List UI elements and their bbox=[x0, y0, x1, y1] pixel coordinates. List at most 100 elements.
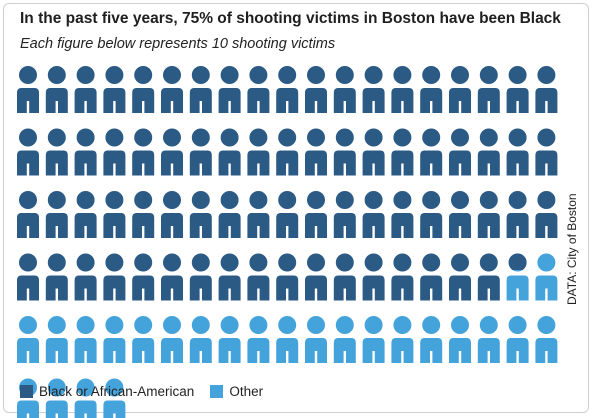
person-icon-black bbox=[449, 128, 471, 176]
person-icon-black bbox=[276, 128, 299, 176]
person-icon-black bbox=[420, 66, 443, 113]
person-icon-black bbox=[74, 128, 97, 176]
legend: Black or African-American Other bbox=[20, 382, 279, 400]
person-icon-black bbox=[420, 128, 443, 176]
person-icon-black bbox=[247, 66, 270, 113]
person-icon-other bbox=[305, 316, 327, 363]
person-icon-black bbox=[305, 191, 327, 238]
person-icon-other bbox=[535, 253, 558, 301]
person-icon-black bbox=[132, 253, 155, 301]
person-icon-black bbox=[391, 253, 414, 301]
person-icon-black bbox=[333, 253, 356, 301]
person-icon-other bbox=[420, 316, 443, 363]
person-icon-black bbox=[45, 66, 68, 113]
person-icon-other bbox=[103, 316, 126, 363]
person-icon-other bbox=[276, 316, 299, 363]
person-icon-black bbox=[218, 128, 241, 176]
person-icon-black bbox=[247, 128, 270, 176]
person-icon-other bbox=[132, 316, 155, 363]
person-icon-black bbox=[276, 66, 299, 113]
person-icon-black bbox=[103, 253, 126, 301]
person-icon-black bbox=[535, 191, 558, 238]
person-icon-black bbox=[132, 191, 155, 238]
person-icon-black bbox=[161, 66, 183, 113]
person-icon-other bbox=[45, 378, 68, 418]
person-icon-black bbox=[45, 128, 68, 176]
person-icon-other bbox=[535, 316, 558, 363]
person-icon-partial bbox=[506, 253, 529, 301]
legend-label-other: Other bbox=[229, 383, 264, 399]
legend-item-black: Black or African-American bbox=[20, 384, 194, 399]
person-icon-other bbox=[74, 378, 97, 418]
person-icon-black bbox=[218, 66, 241, 113]
person-icon-black bbox=[276, 253, 299, 301]
person-icon-black bbox=[276, 191, 299, 238]
person-icon-black bbox=[420, 191, 443, 238]
person-icon-black bbox=[189, 191, 212, 238]
legend-item-other: Other bbox=[210, 384, 263, 399]
person-icon-black bbox=[391, 66, 414, 113]
person-icon-black bbox=[218, 191, 241, 238]
person-icon-black bbox=[477, 191, 500, 238]
person-icon-black bbox=[17, 253, 39, 301]
person-icon-black bbox=[449, 253, 471, 301]
person-icon-black bbox=[132, 128, 155, 176]
person-icon-black bbox=[17, 66, 39, 113]
person-icon-black bbox=[74, 191, 97, 238]
person-icon-black bbox=[17, 128, 39, 176]
person-icon-black bbox=[189, 66, 212, 113]
person-icon-black bbox=[103, 191, 126, 238]
person-icon-black bbox=[362, 253, 385, 301]
person-icon-black bbox=[132, 66, 155, 113]
person-icon-other bbox=[362, 316, 385, 363]
person-icon-black bbox=[247, 253, 270, 301]
person-icon-black bbox=[247, 191, 270, 238]
person-icon-black bbox=[305, 128, 327, 176]
person-icon-black bbox=[333, 66, 356, 113]
person-icon-black bbox=[74, 253, 97, 301]
legend-label-black: Black or African-American bbox=[39, 383, 195, 399]
person-icon-black bbox=[535, 128, 558, 176]
person-icon-black bbox=[333, 191, 356, 238]
person-icon-black bbox=[74, 66, 97, 113]
person-icon-black bbox=[391, 191, 414, 238]
person-icon-black bbox=[189, 128, 212, 176]
person-icon-other bbox=[161, 316, 183, 363]
person-icon-black bbox=[477, 253, 500, 301]
person-icon-other bbox=[506, 316, 529, 363]
person-icon-black bbox=[506, 128, 529, 176]
person-icon-black bbox=[449, 191, 471, 238]
chart-subtitle: Each figure below represents 10 shooting… bbox=[20, 36, 336, 52]
person-icon-black bbox=[362, 66, 385, 113]
person-icon-other bbox=[247, 316, 270, 363]
person-icon-black bbox=[103, 66, 126, 113]
person-icon-black bbox=[391, 128, 414, 176]
person-icon-other bbox=[74, 316, 97, 363]
person-icon-black bbox=[333, 128, 356, 176]
person-icon-black bbox=[420, 253, 443, 301]
person-icon-black bbox=[506, 191, 529, 238]
person-icon-black bbox=[45, 191, 68, 238]
legend-swatch-black bbox=[20, 384, 33, 398]
person-icon-black bbox=[535, 66, 558, 113]
person-icon-other bbox=[218, 316, 241, 363]
person-icon-other bbox=[449, 316, 471, 363]
person-icon-black bbox=[305, 253, 327, 301]
person-icon-black bbox=[362, 191, 385, 238]
person-icon-black bbox=[45, 253, 68, 301]
person-icon-black bbox=[161, 128, 183, 176]
person-icon-other bbox=[333, 316, 356, 363]
person-icon-other bbox=[189, 316, 212, 363]
chart-title: In the past five years, 75% of shooting … bbox=[20, 10, 561, 27]
person-icon-black bbox=[161, 191, 183, 238]
person-icon-black bbox=[506, 66, 529, 113]
person-icon-black bbox=[161, 253, 183, 301]
person-icon-black bbox=[189, 253, 212, 301]
person-icon-black bbox=[449, 66, 471, 113]
person-icon-other bbox=[17, 316, 39, 363]
person-icon-other bbox=[45, 316, 68, 363]
person-icon-black bbox=[103, 128, 126, 176]
person-icon-other bbox=[103, 378, 126, 418]
person-icon-black bbox=[477, 66, 500, 113]
